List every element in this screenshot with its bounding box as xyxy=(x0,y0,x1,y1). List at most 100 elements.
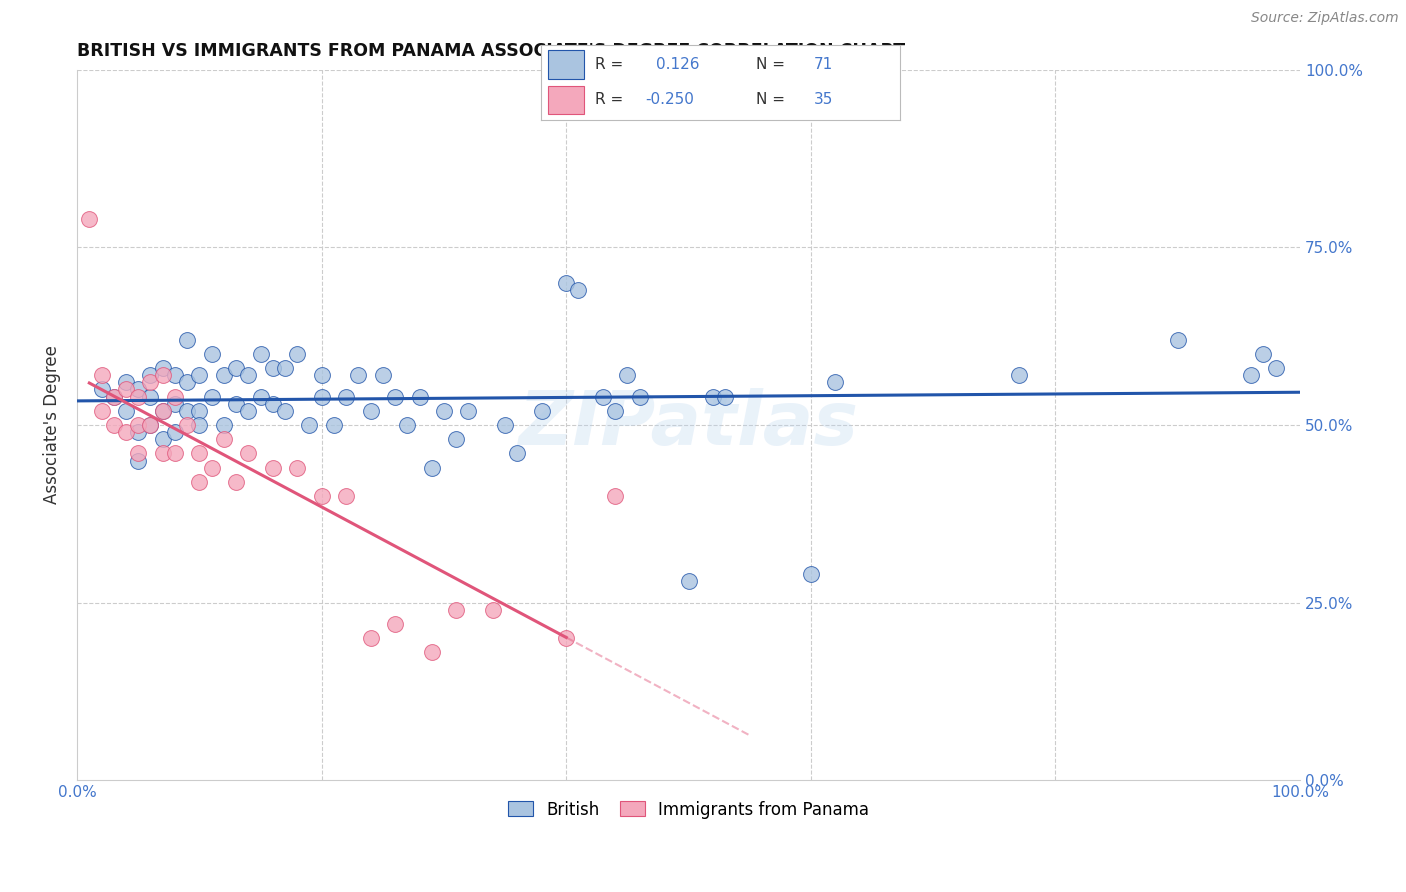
Point xyxy=(238,368,260,383)
Point xyxy=(212,432,235,446)
Point xyxy=(592,390,614,404)
Point xyxy=(457,403,479,417)
Point xyxy=(238,446,260,460)
Point xyxy=(225,475,247,489)
Point xyxy=(360,403,382,417)
Point xyxy=(360,631,382,645)
Point xyxy=(371,368,394,383)
Text: BRITISH VS IMMIGRANTS FROM PANAMA ASSOCIATE'S DEGREE CORRELATION CHART: BRITISH VS IMMIGRANTS FROM PANAMA ASSOCI… xyxy=(77,42,905,60)
Text: 0.126: 0.126 xyxy=(657,57,700,72)
Point xyxy=(176,417,198,432)
Point xyxy=(628,390,651,404)
Point xyxy=(103,417,125,432)
Point xyxy=(824,376,846,390)
Point xyxy=(335,489,357,503)
Point xyxy=(1240,368,1263,383)
Point xyxy=(420,645,443,659)
Point xyxy=(115,403,138,417)
Point xyxy=(201,347,224,361)
Point xyxy=(139,390,162,404)
Point xyxy=(298,417,321,432)
Point xyxy=(384,390,406,404)
Point xyxy=(212,368,235,383)
Point xyxy=(567,283,589,297)
Point xyxy=(262,460,284,475)
Point xyxy=(285,347,308,361)
Point xyxy=(152,368,174,383)
Point xyxy=(1167,333,1189,347)
Point xyxy=(238,403,260,417)
Point xyxy=(127,383,149,397)
Point xyxy=(152,432,174,446)
Point xyxy=(616,368,638,383)
Point xyxy=(212,417,235,432)
Point xyxy=(225,361,247,376)
Point xyxy=(262,361,284,376)
Point xyxy=(605,403,627,417)
Point xyxy=(163,368,186,383)
Point xyxy=(139,417,162,432)
Point xyxy=(201,460,224,475)
Point xyxy=(188,368,211,383)
Text: 35: 35 xyxy=(814,93,834,107)
Point xyxy=(139,368,162,383)
Point xyxy=(103,390,125,404)
Point xyxy=(274,361,297,376)
Point xyxy=(152,361,174,376)
Bar xyxy=(548,50,585,78)
Point xyxy=(311,368,333,383)
Point xyxy=(188,403,211,417)
Text: R =: R = xyxy=(595,93,623,107)
Point xyxy=(225,397,247,411)
Point xyxy=(163,446,186,460)
Point xyxy=(188,475,211,489)
Point xyxy=(800,567,823,582)
Point xyxy=(127,417,149,432)
Point xyxy=(90,383,112,397)
Point xyxy=(444,432,467,446)
Point xyxy=(702,390,724,404)
Point xyxy=(103,390,125,404)
Point xyxy=(678,574,700,589)
Point xyxy=(127,453,149,467)
Point xyxy=(127,446,149,460)
Point xyxy=(90,403,112,417)
Point xyxy=(188,417,211,432)
Point xyxy=(605,489,627,503)
Point xyxy=(79,211,101,226)
Point xyxy=(311,390,333,404)
Point xyxy=(444,603,467,617)
Point xyxy=(311,489,333,503)
Text: R =: R = xyxy=(595,57,623,72)
Text: 71: 71 xyxy=(814,57,832,72)
Point xyxy=(506,446,529,460)
Point xyxy=(274,403,297,417)
Point xyxy=(433,403,456,417)
Point xyxy=(115,425,138,439)
Point xyxy=(201,390,224,404)
Point xyxy=(176,376,198,390)
Point xyxy=(163,390,186,404)
Point xyxy=(176,333,198,347)
Point xyxy=(714,390,737,404)
Point xyxy=(152,403,174,417)
Point xyxy=(285,460,308,475)
Point xyxy=(152,446,174,460)
Y-axis label: Associate's Degree: Associate's Degree xyxy=(44,345,60,504)
Text: Source: ZipAtlas.com: Source: ZipAtlas.com xyxy=(1251,11,1399,25)
Text: N =: N = xyxy=(756,93,786,107)
Point xyxy=(396,417,419,432)
Point xyxy=(188,446,211,460)
Point xyxy=(163,425,186,439)
Point xyxy=(262,397,284,411)
Point xyxy=(408,390,430,404)
Point xyxy=(115,376,138,390)
Point xyxy=(90,368,112,383)
Point xyxy=(163,397,186,411)
Point xyxy=(127,425,149,439)
Bar xyxy=(548,86,585,114)
Text: N =: N = xyxy=(756,57,786,72)
Point xyxy=(335,390,357,404)
Point xyxy=(152,403,174,417)
Point xyxy=(482,603,505,617)
